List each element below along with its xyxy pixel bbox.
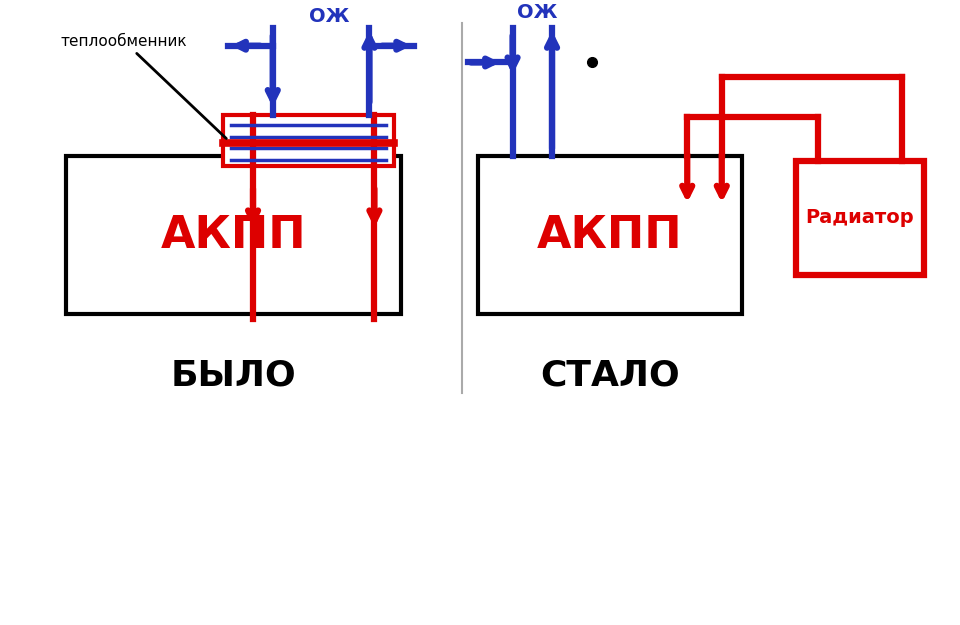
Text: СТАЛО: СТАЛО [540,359,680,392]
Text: АКПП: АКПП [160,214,306,257]
Bar [478,156,741,314]
Text: БЫЛО: БЫЛО [171,359,297,392]
Text: Радиатор: Радиатор [805,208,914,227]
Bar [65,156,401,314]
Text: теплообменник: теплообменник [60,34,227,139]
Bar [796,161,924,274]
Bar [224,115,395,166]
Text: АКПП: АКПП [537,214,683,257]
Text: ОЖ: ОЖ [309,7,349,26]
Text: ОЖ: ОЖ [517,3,558,22]
